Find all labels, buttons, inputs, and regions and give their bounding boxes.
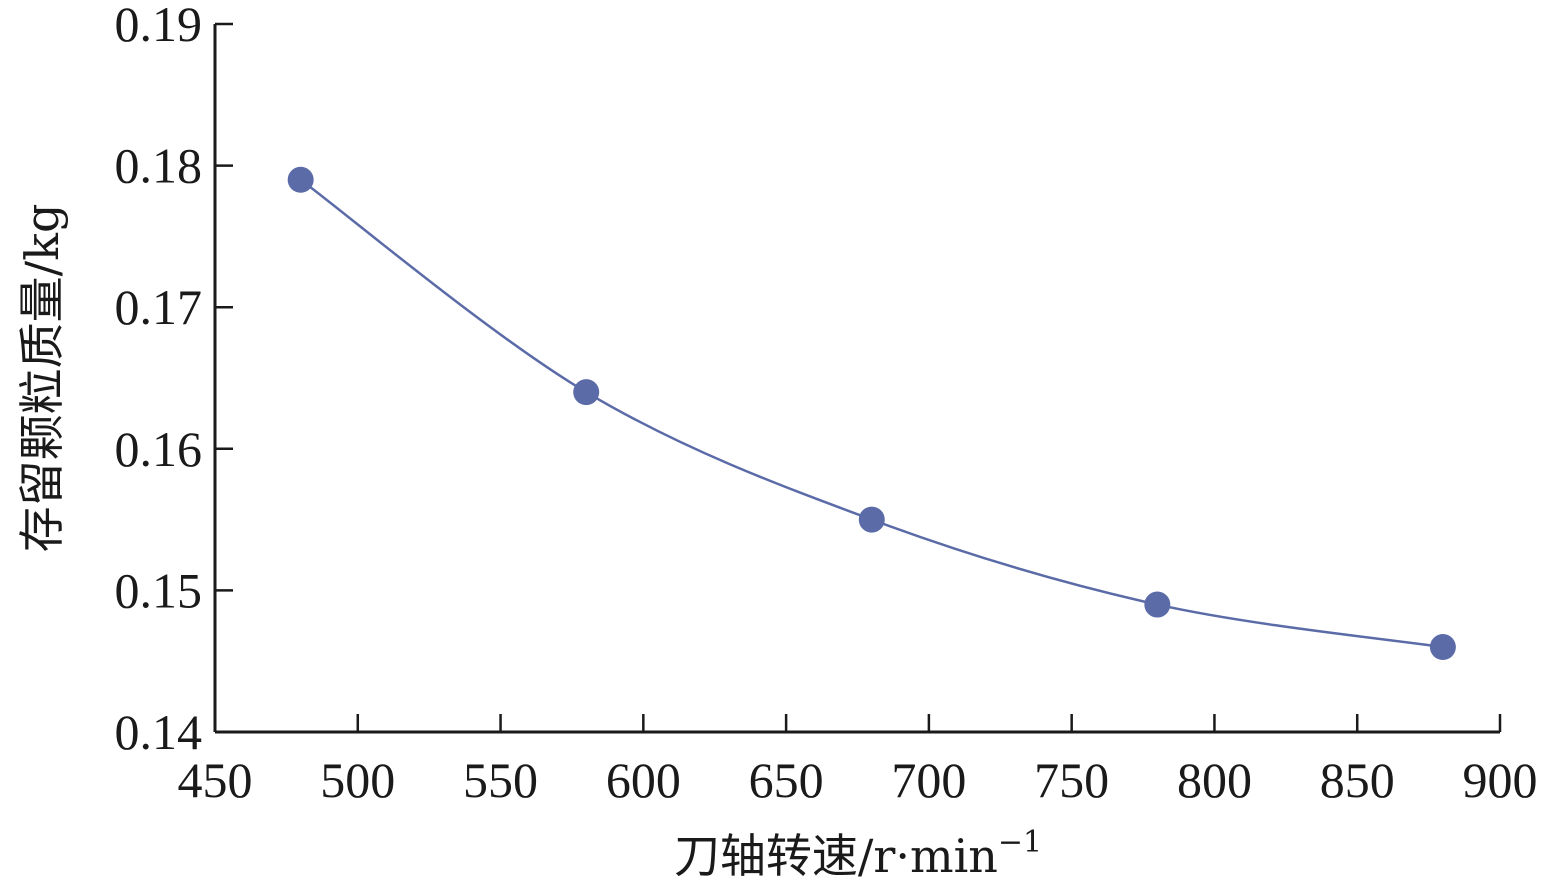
- data-point: [1429, 634, 1456, 661]
- x-tick-label: 750: [1034, 752, 1109, 808]
- y-tick-label: 0.15: [115, 562, 203, 618]
- x-axis-title: 刀轴转速/r·min−1: [674, 825, 1042, 883]
- data-point: [573, 379, 600, 406]
- y-tick-label: 0.17: [115, 279, 203, 335]
- data-point: [858, 506, 885, 533]
- series: [287, 166, 1456, 661]
- x-axis-title-superscript: −1: [998, 825, 1042, 860]
- y-axis-title: 存留颗粒质量/kg: [15, 204, 69, 553]
- x-tick-label: 450: [178, 752, 253, 808]
- x-tick-label: 500: [320, 752, 395, 808]
- x-tick-label: 900: [1463, 752, 1538, 808]
- x-tick-label: 850: [1320, 752, 1395, 808]
- x-tick-label: 800: [1177, 752, 1252, 808]
- y-tick-label: 0.18: [115, 138, 203, 194]
- data-point: [1144, 591, 1171, 618]
- x-tick-label: 700: [891, 752, 966, 808]
- y-tick-label: 0.16: [115, 421, 203, 477]
- y-tick-label: 0.14: [115, 704, 203, 760]
- y-ticks: 0.14 0.15 0.16 0.17 0.18 0.19: [115, 0, 233, 760]
- series-line: [299, 178, 1444, 649]
- data-point: [287, 166, 314, 193]
- x-tick-label: 600: [606, 752, 681, 808]
- y-tick-label: 0.19: [115, 0, 203, 52]
- x-tick-label: 650: [749, 752, 824, 808]
- x-axis-title-text: 刀轴转速/r·min: [674, 829, 998, 883]
- x-ticks: 450 500 550 600 650 700 750 800 850 900: [178, 714, 1538, 808]
- x-tick-label: 550: [463, 752, 538, 808]
- axes: [213, 24, 1500, 734]
